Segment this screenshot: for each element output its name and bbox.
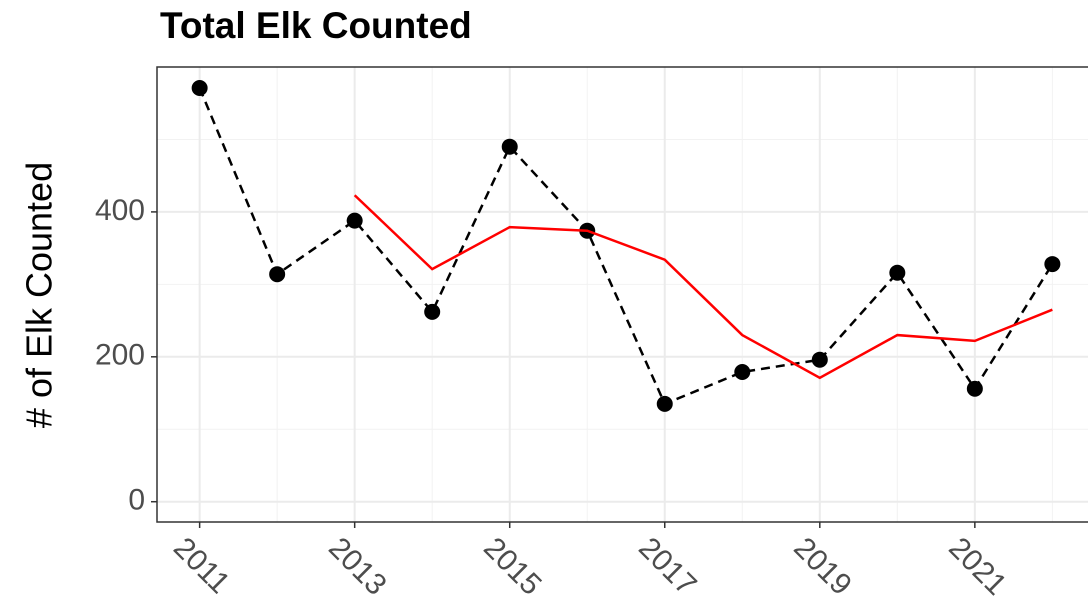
x-tick-label: 2015 [477, 531, 548, 602]
point [656, 395, 673, 412]
point [1044, 256, 1061, 273]
panel-border [156, 66, 1088, 523]
point [966, 380, 983, 397]
x-tick-label: 2019 [787, 531, 858, 602]
point [811, 351, 828, 368]
point [191, 80, 208, 97]
point [501, 138, 518, 155]
x-tick-label: 2021 [942, 531, 1013, 602]
chart-title: Total Elk Counted [160, 5, 472, 46]
y-tick-label: 0 [128, 484, 145, 517]
point [734, 364, 751, 381]
x-tick-label: 2017 [632, 531, 703, 602]
point [269, 266, 286, 283]
series-line [198, 87, 1054, 406]
y-axis-label: # of Elk Counted [19, 162, 60, 428]
point [346, 212, 363, 229]
x-tick-label: 2011 [167, 531, 236, 600]
y-tick-label: 400 [95, 194, 145, 227]
series-line [353, 194, 1053, 380]
x-tick-label: 2013 [322, 531, 393, 602]
point [424, 303, 441, 320]
y-tick-label: 200 [95, 339, 145, 372]
point [889, 264, 906, 281]
